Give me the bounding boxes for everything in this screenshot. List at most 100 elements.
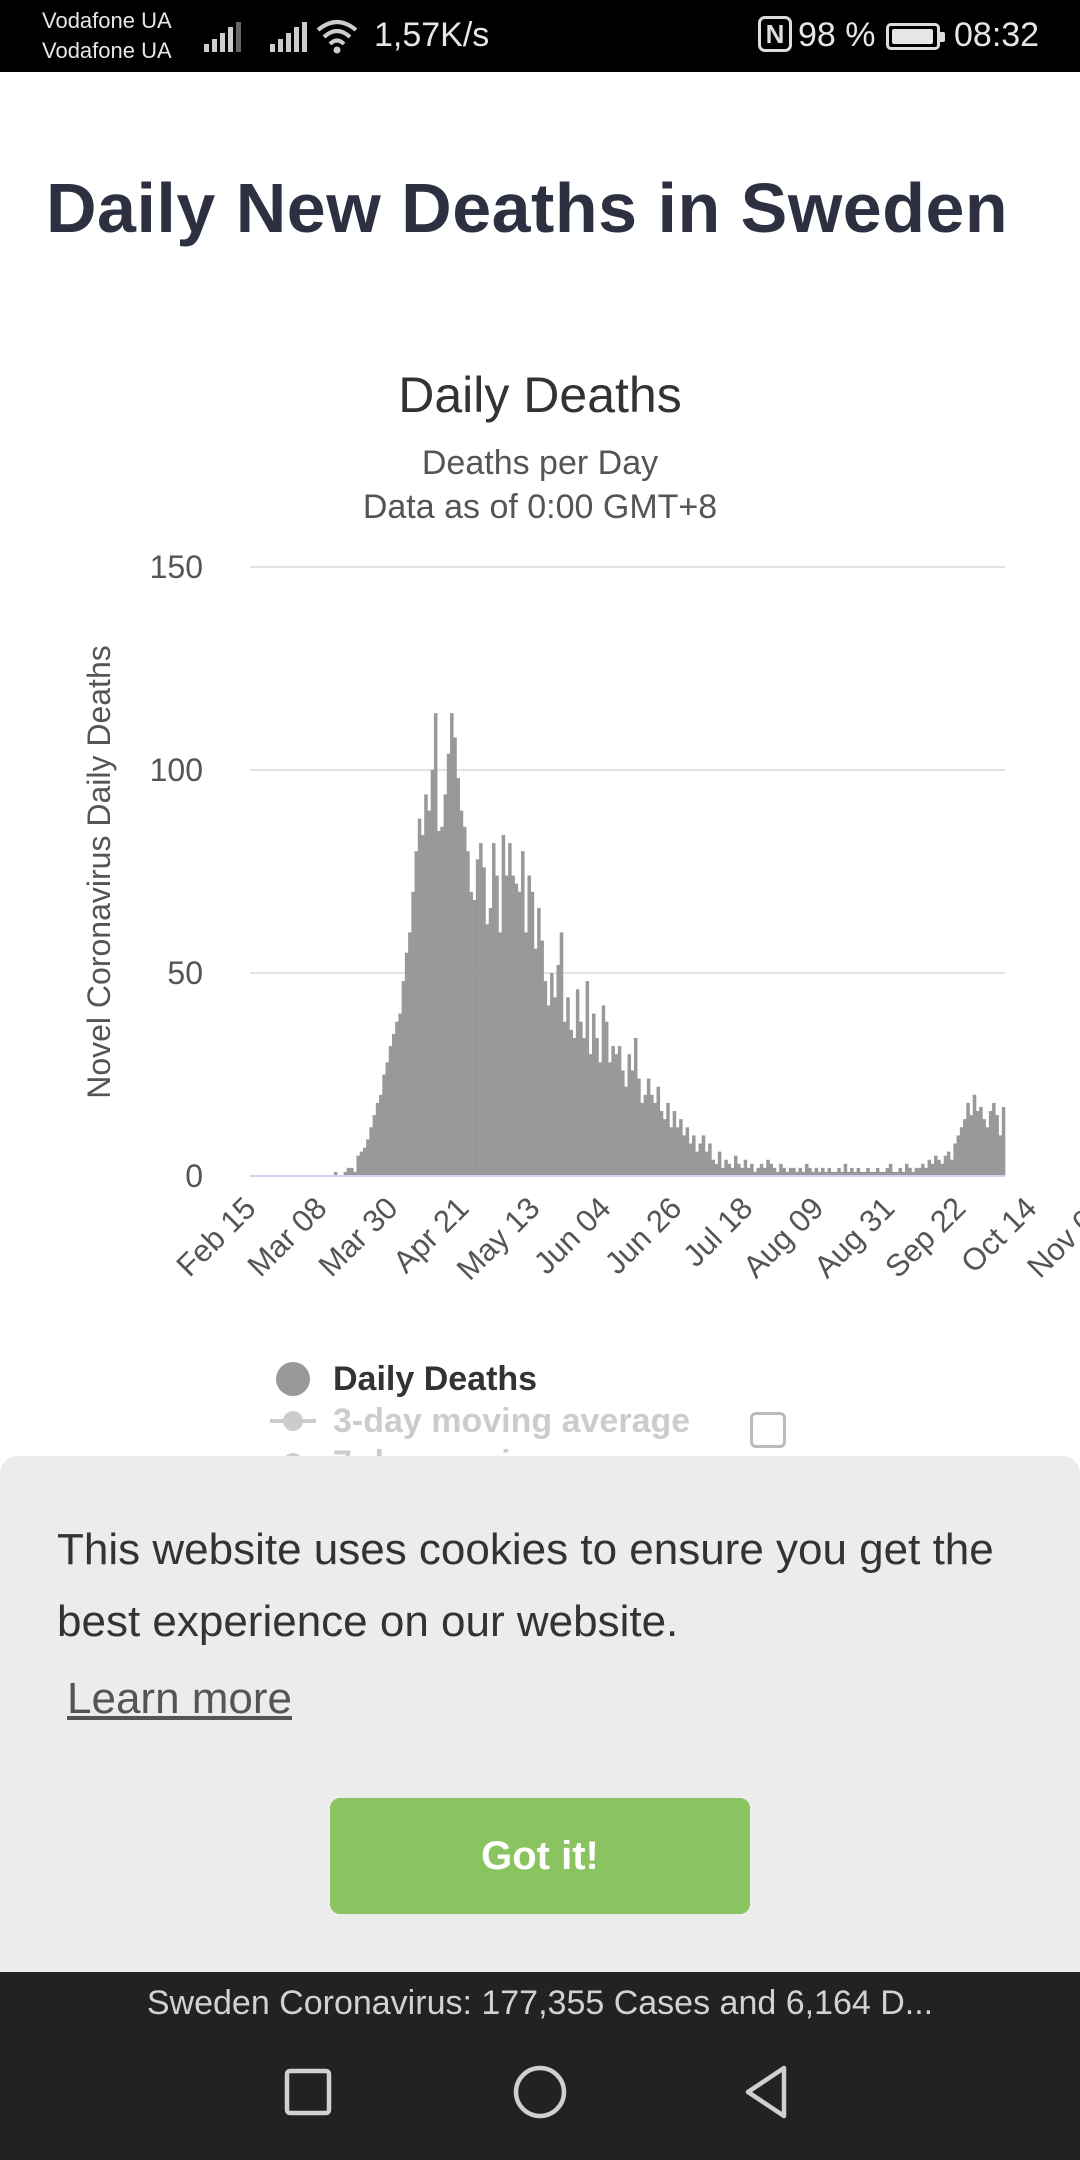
bar[interactable] bbox=[937, 1159, 941, 1176]
bar[interactable] bbox=[872, 1171, 877, 1176]
bar[interactable] bbox=[795, 1171, 799, 1176]
bar[interactable] bbox=[763, 1167, 767, 1176]
bar[interactable] bbox=[356, 1155, 361, 1176]
bar[interactable] bbox=[992, 1102, 996, 1176]
bar[interactable] bbox=[433, 713, 438, 1176]
bar[interactable] bbox=[427, 810, 431, 1176]
bar[interactable] bbox=[882, 1171, 886, 1176]
bar[interactable] bbox=[482, 867, 486, 1176]
bar[interactable] bbox=[488, 908, 493, 1176]
bar[interactable] bbox=[550, 973, 554, 1176]
learn-more-link[interactable]: Learn more bbox=[67, 1674, 293, 1723]
bar[interactable] bbox=[462, 826, 467, 1176]
bar[interactable] bbox=[456, 778, 461, 1176]
bar[interactable] bbox=[650, 1094, 654, 1176]
bar[interactable] bbox=[398, 1013, 402, 1176]
bar[interactable] bbox=[817, 1171, 822, 1176]
bar[interactable] bbox=[421, 834, 425, 1176]
bar[interactable] bbox=[1001, 1106, 1006, 1176]
bar[interactable] bbox=[437, 830, 441, 1176]
home-icon[interactable] bbox=[490, 2042, 590, 2142]
bar[interactable] bbox=[514, 883, 519, 1176]
bar[interactable] bbox=[846, 1171, 851, 1176]
bar[interactable] bbox=[914, 1167, 919, 1176]
bar[interactable] bbox=[640, 1102, 644, 1176]
page-tab-title[interactable]: Sweden Coronavirus: 177,355 Cases and 6,… bbox=[146, 1984, 934, 2022]
bar[interactable] bbox=[930, 1163, 935, 1176]
bar[interactable] bbox=[701, 1135, 706, 1176]
bar[interactable] bbox=[582, 1037, 586, 1176]
bar[interactable] bbox=[698, 1143, 703, 1176]
bar[interactable] bbox=[369, 1127, 373, 1176]
bar[interactable] bbox=[391, 1033, 396, 1176]
bar[interactable] bbox=[533, 948, 538, 1176]
bar[interactable] bbox=[688, 1143, 693, 1176]
bar[interactable] bbox=[788, 1167, 793, 1176]
bar[interactable] bbox=[811, 1171, 815, 1176]
bar[interactable] bbox=[953, 1143, 957, 1176]
bar[interactable] bbox=[343, 1171, 348, 1176]
bar[interactable] bbox=[595, 1037, 599, 1176]
bar[interactable] bbox=[779, 1163, 783, 1176]
bar[interactable] bbox=[475, 859, 480, 1176]
bar[interactable] bbox=[646, 1078, 651, 1176]
bar[interactable] bbox=[366, 1139, 370, 1176]
bar[interactable] bbox=[956, 1135, 961, 1176]
bar[interactable] bbox=[372, 1115, 377, 1176]
bar[interactable] bbox=[850, 1167, 854, 1176]
bar[interactable] bbox=[630, 1070, 635, 1176]
bar[interactable] bbox=[856, 1167, 861, 1176]
back-icon[interactable] bbox=[718, 2042, 818, 2142]
bar[interactable] bbox=[430, 770, 435, 1176]
bar[interactable] bbox=[808, 1167, 812, 1176]
bar[interactable] bbox=[682, 1135, 686, 1176]
bar[interactable] bbox=[840, 1171, 844, 1176]
bar[interactable] bbox=[395, 1021, 399, 1176]
bar[interactable] bbox=[637, 1078, 641, 1176]
bar[interactable] bbox=[521, 851, 525, 1176]
bar[interactable] bbox=[869, 1171, 874, 1176]
bar[interactable] bbox=[530, 891, 535, 1176]
bar[interactable] bbox=[353, 1171, 357, 1176]
bar[interactable] bbox=[753, 1171, 757, 1176]
bar[interactable] bbox=[782, 1167, 786, 1176]
bar[interactable] bbox=[798, 1167, 803, 1176]
bar[interactable] bbox=[911, 1171, 915, 1176]
bar[interactable] bbox=[459, 810, 464, 1176]
bar[interactable] bbox=[675, 1127, 680, 1176]
bar[interactable] bbox=[943, 1155, 948, 1176]
bar[interactable] bbox=[333, 1171, 338, 1176]
bar[interactable] bbox=[446, 753, 451, 1176]
bar[interactable] bbox=[717, 1151, 722, 1176]
bar[interactable] bbox=[972, 1094, 977, 1176]
bar[interactable] bbox=[863, 1171, 867, 1176]
bar[interactable] bbox=[585, 981, 590, 1176]
bar[interactable] bbox=[617, 1046, 622, 1176]
bar[interactable] bbox=[963, 1119, 967, 1176]
bar[interactable] bbox=[537, 908, 541, 1176]
bar[interactable] bbox=[624, 1086, 628, 1176]
bar[interactable] bbox=[814, 1167, 819, 1176]
bar[interactable] bbox=[843, 1163, 848, 1176]
bar[interactable] bbox=[404, 952, 409, 1176]
bar[interactable] bbox=[579, 1021, 583, 1176]
bar[interactable] bbox=[885, 1167, 890, 1176]
bar[interactable] bbox=[924, 1167, 928, 1176]
bar[interactable] bbox=[830, 1171, 835, 1176]
bar[interactable] bbox=[711, 1159, 715, 1176]
bar[interactable] bbox=[469, 891, 473, 1176]
bar[interactable] bbox=[527, 875, 532, 1176]
bar[interactable] bbox=[756, 1167, 761, 1176]
bar[interactable] bbox=[572, 1037, 577, 1176]
bar[interactable] bbox=[566, 997, 570, 1176]
bar[interactable] bbox=[934, 1155, 938, 1176]
bar[interactable] bbox=[824, 1171, 828, 1176]
bar[interactable] bbox=[785, 1171, 790, 1176]
bar[interactable] bbox=[743, 1159, 748, 1176]
bar[interactable] bbox=[740, 1167, 744, 1176]
bar[interactable] bbox=[714, 1163, 719, 1176]
bar[interactable] bbox=[553, 997, 557, 1176]
bar[interactable] bbox=[659, 1111, 664, 1176]
bar[interactable] bbox=[375, 1102, 380, 1176]
bar[interactable] bbox=[543, 981, 548, 1176]
